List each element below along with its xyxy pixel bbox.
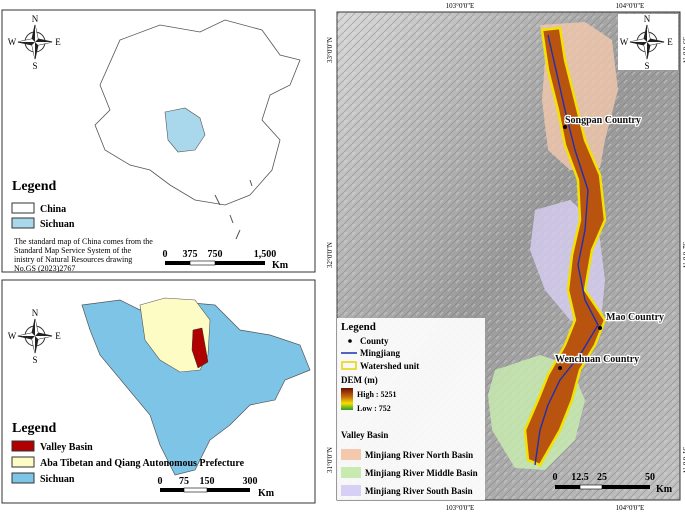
china-outline <box>94 19 301 206</box>
compass-letter: E <box>55 331 61 341</box>
valley-basin-shape <box>191 327 209 369</box>
valley-dem <box>523 26 607 467</box>
legend-label: China <box>40 204 66 215</box>
longitude-label: 103°0'0"E <box>446 504 475 512</box>
legend-swatch <box>341 467 361 478</box>
latitude-label: 31°0'0"N <box>681 447 685 473</box>
compass-letter: S <box>644 61 649 71</box>
legend-swatch <box>11 440 35 452</box>
legend-label: Minjiang River North Basin <box>365 450 473 460</box>
scale-label: 375 <box>183 249 198 260</box>
legend-label: Minjiang River South Basin <box>365 486 473 496</box>
legend-label: Mingjiang <box>360 348 401 358</box>
note-line: The standard map of China comes from the <box>14 237 153 246</box>
longitude-label: 104°0'0"E <box>616 504 645 512</box>
scale-label: 12.5 <box>571 472 589 483</box>
scale-unit: Km <box>656 484 673 495</box>
legend-bg <box>337 318 485 500</box>
compass-letter: N <box>644 14 651 24</box>
legend-label: Low : 752 <box>357 404 391 413</box>
scale-label: 50 <box>645 472 655 483</box>
legend-label: Sichuan <box>40 219 75 230</box>
latitude-label: 33°0'0"N <box>681 37 685 63</box>
legend-swatch <box>11 472 35 484</box>
compass-letter: S <box>32 355 37 365</box>
scale-label: 300 <box>243 476 258 487</box>
legend-title: Legend <box>12 179 57 194</box>
county-label: Songpan Country <box>565 115 641 126</box>
compass-letter: W <box>620 37 629 47</box>
compass-letter: W <box>8 331 17 341</box>
compass-star <box>630 25 664 59</box>
mingjiang-river <box>534 34 599 466</box>
note-line: Standard Map Service System of the <box>14 246 132 255</box>
legend-label: Aba Tibetan and Qiang Autonomous Prefect… <box>40 458 245 469</box>
legend-swatch <box>11 202 35 214</box>
compass-letter: N <box>32 14 39 24</box>
islands <box>214 179 253 240</box>
compass: N S E W <box>620 14 674 71</box>
scale-bar: 0 75 150 300 Km <box>158 476 275 499</box>
note-line: No.GS (2023)2767 <box>14 264 75 273</box>
compass: N S E W <box>8 14 62 71</box>
longitude-label: 103°0'0"E <box>446 2 475 10</box>
compass-letter: S <box>32 61 37 71</box>
compass-letter: E <box>667 37 673 47</box>
legend-label: County <box>360 336 389 346</box>
latitude-label: 32°0'0"N <box>681 242 685 268</box>
legend-swatch <box>11 217 35 229</box>
sichuan-panel: Legend Valley Basin Aba Tibetan and Qian… <box>1 279 316 504</box>
county-label: Mao Country <box>606 312 664 323</box>
longitude-label: 104°0'0"E <box>616 2 645 10</box>
scale-label: 0 <box>158 476 163 487</box>
latitude-label: 32°0'0"N <box>326 242 334 268</box>
scale-unit: Km <box>272 260 289 271</box>
compass-star <box>18 319 52 353</box>
legend-symbol <box>348 339 352 343</box>
scale-unit: Km <box>258 488 275 499</box>
scale-bar: 0 12.5 25 50 Km <box>553 472 673 495</box>
county-label: Wenchuan Country <box>555 354 639 365</box>
compass-star <box>18 25 52 59</box>
legend-label: Sichuan <box>40 474 75 485</box>
legend-symbol <box>341 361 357 370</box>
scale-label: 150 <box>200 476 215 487</box>
main-legend: Legend County Mingjiang Watershed unit D… <box>337 318 485 500</box>
dem-ramp <box>341 388 353 410</box>
scale-label: 0 <box>553 472 558 483</box>
legend-label: Valley Basin <box>40 442 93 453</box>
legend-label: Minjiang River Middle Basin <box>365 468 478 478</box>
compass-letter: E <box>55 37 61 47</box>
latitude-label: 31°0'0"N <box>326 447 334 473</box>
county-point <box>558 366 562 370</box>
scale-label: 750 <box>208 249 223 260</box>
legend-label: High : 5251 <box>357 390 397 399</box>
scale-label: 0 <box>163 249 168 260</box>
compass: N S E W <box>8 308 62 365</box>
note-line: inistry of Natural Resources drawing <box>14 255 132 264</box>
scale-bar: 0 375 750 1,500 Km <box>163 249 289 271</box>
scale-label: 75 <box>179 476 189 487</box>
legend-label: Valley Basin <box>341 430 388 440</box>
scale-label: 25 <box>597 472 607 483</box>
county-point <box>598 326 602 330</box>
legend-title: Legend <box>341 321 376 333</box>
main-map: Songpan Country Mao Country Wenchuan Cou… <box>326 2 685 512</box>
legend-swatch <box>341 449 361 460</box>
latitude-label: 33°0'0"N <box>326 37 334 63</box>
scale-label: 1,500 <box>254 249 277 260</box>
china-panel: Legend China Sichuan The standard map of… <box>1 9 316 273</box>
legend-swatch <box>341 485 361 496</box>
legend-title: Legend <box>12 421 57 436</box>
legend-swatch <box>11 456 35 468</box>
sichuan-shape <box>164 107 206 153</box>
county-point <box>563 125 567 129</box>
compass-letter: W <box>8 37 17 47</box>
legend-label: Watershed unit <box>360 361 419 371</box>
legend-label: DEM (m) <box>341 375 378 385</box>
compass-letter: N <box>32 308 39 318</box>
